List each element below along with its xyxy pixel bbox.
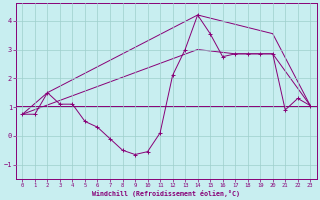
X-axis label: Windchill (Refroidissement éolien,°C): Windchill (Refroidissement éolien,°C) bbox=[92, 190, 240, 197]
